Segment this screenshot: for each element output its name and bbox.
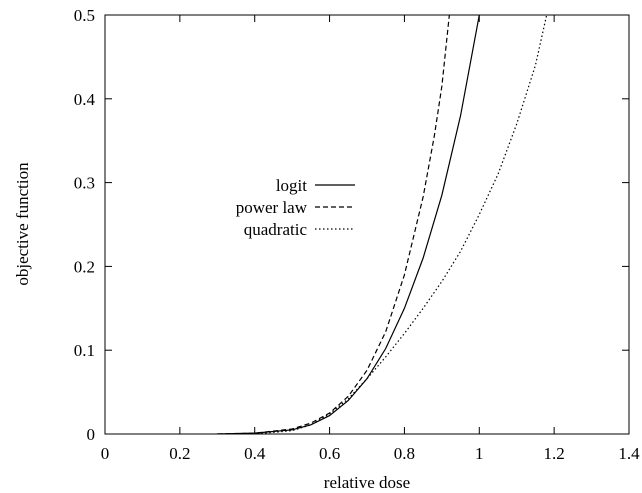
legend: logit power law quadratic bbox=[236, 176, 355, 239]
plot-frame bbox=[104, 14, 630, 435]
y-tick-label: 0.1 bbox=[74, 341, 95, 360]
x-tick-label: 0 bbox=[101, 444, 110, 463]
y-tick-label: 0 bbox=[87, 425, 96, 444]
legend-label: power law bbox=[236, 198, 308, 217]
x-tick-label: 0.2 bbox=[169, 444, 190, 463]
x-tick-label: 0.8 bbox=[394, 444, 415, 463]
x-tick-label: 1.2 bbox=[544, 444, 565, 463]
y-tick-label: 0.2 bbox=[74, 257, 95, 276]
legend-label: quadratic bbox=[244, 220, 308, 239]
series-line-power-law bbox=[217, 15, 450, 434]
x-tick-label: 0.4 bbox=[244, 444, 266, 463]
x-tick-label: 1 bbox=[475, 444, 484, 463]
x-axis-label: relative dose bbox=[324, 473, 410, 492]
series-line-logit bbox=[217, 15, 480, 434]
x-tick-label: 0.6 bbox=[319, 444, 340, 463]
y-axis-label: objective function bbox=[13, 162, 32, 286]
x-tick-label: 1.4 bbox=[618, 444, 640, 463]
y-tick-label: 0.4 bbox=[74, 90, 96, 109]
y-tick-label: 0.5 bbox=[74, 6, 95, 25]
y-tick-label: 0.3 bbox=[74, 174, 95, 193]
series-line-quadratic bbox=[217, 15, 548, 434]
legend-label: logit bbox=[276, 176, 307, 195]
